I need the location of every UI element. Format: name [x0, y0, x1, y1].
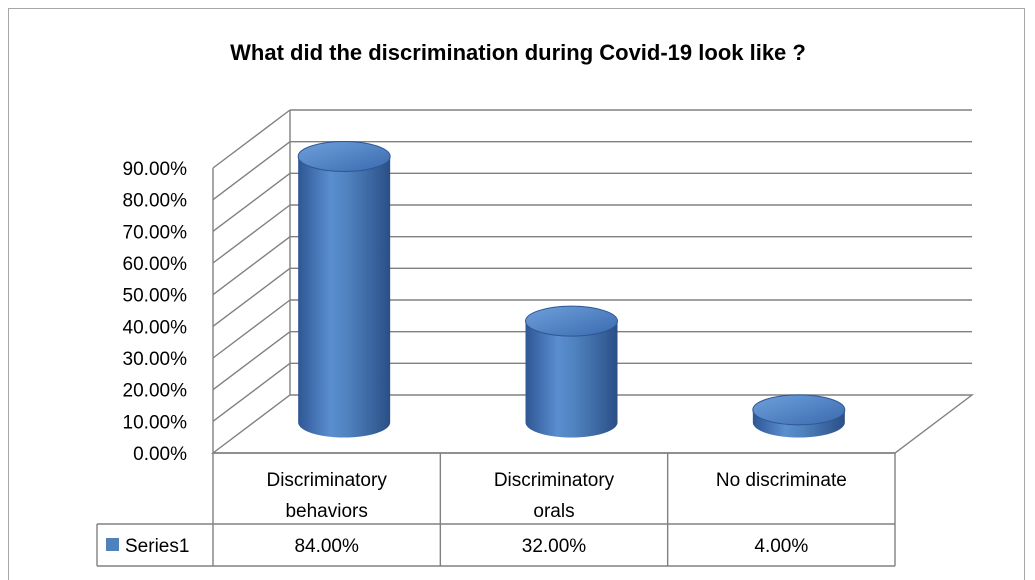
data-value-label: 4.00% [754, 536, 808, 557]
bar-top [753, 395, 845, 425]
gridline-side [213, 142, 290, 200]
bar-top [526, 306, 618, 336]
legend-key [106, 538, 119, 551]
y-tick-label: 90.00% [123, 159, 188, 180]
x-category-label: behaviors [285, 501, 367, 522]
gridline-side [213, 173, 290, 231]
x-category-label: Discriminatory [494, 470, 615, 491]
y-axis-ticks: 0.00% 10.00% 20.00% 30.00% 40.00% 50.00% 60.00… [123, 159, 188, 465]
data-table: Discriminatory behaviors Discriminatory ora… [97, 453, 895, 566]
y-tick-label: 50.00% [123, 286, 188, 307]
gridline-side [213, 110, 290, 168]
gridline-side [213, 363, 290, 421]
y-tick-label: 0.00% [133, 444, 187, 465]
data-value-label: 84.00% [294, 536, 359, 557]
bar-body [526, 321, 618, 437]
y-tick-label: 10.00% [123, 412, 188, 433]
y-tick-label: 70.00% [123, 222, 188, 243]
x-category-label: No discriminate [716, 470, 847, 491]
data-value-label: 32.00% [522, 536, 587, 557]
y-tick-label: 60.00% [123, 254, 188, 275]
gridline-side [213, 332, 290, 390]
gridline-side [213, 205, 290, 263]
y-tick-label: 40.00% [123, 317, 188, 338]
y-tick-label: 20.00% [123, 381, 188, 402]
gridline-side [213, 300, 290, 358]
y-tick-label: 80.00% [123, 191, 188, 212]
bar-cylinder [526, 306, 618, 437]
bars [298, 142, 845, 438]
gridline-side [213, 268, 290, 326]
bar-body [298, 157, 390, 438]
legend-series-name: Series1 [125, 536, 189, 557]
bar-top [298, 142, 390, 172]
chart-title: What did the discrimination during Covid… [230, 40, 806, 65]
bar-cylinder [298, 142, 390, 438]
x-category-label: orals [533, 501, 574, 522]
y-tick-label: 30.00% [123, 349, 188, 370]
x-category-label: Discriminatory [266, 470, 387, 491]
gridline-side [213, 237, 290, 295]
bar-cylinder [753, 395, 845, 438]
